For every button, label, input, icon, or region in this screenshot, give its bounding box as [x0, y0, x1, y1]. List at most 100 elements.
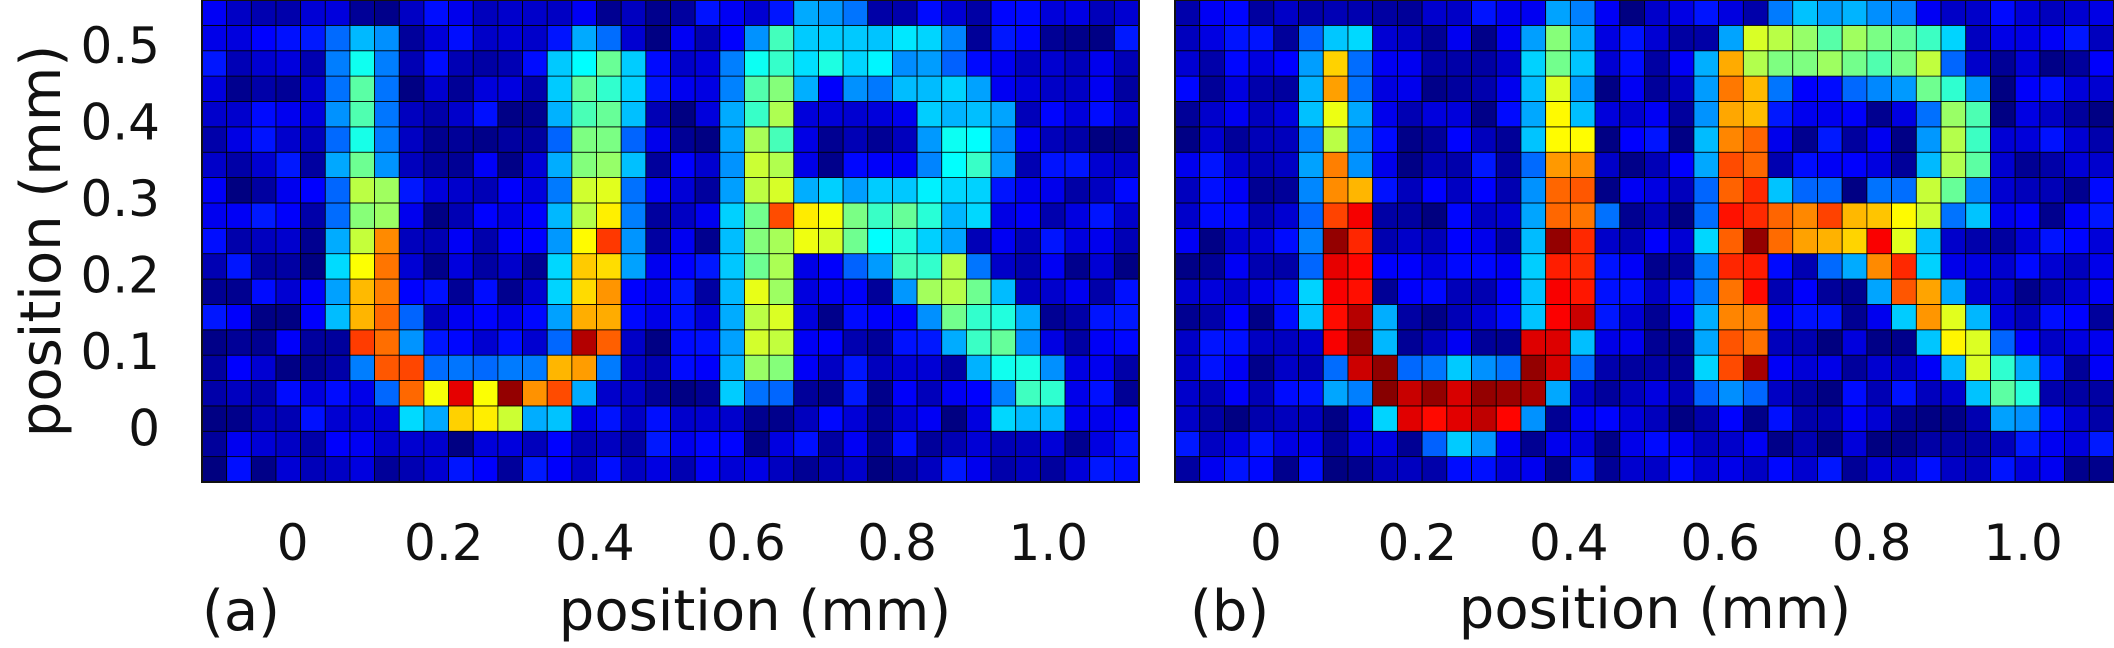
heatmap-cell	[1668, 456, 1695, 483]
heatmap-cell	[1372, 430, 1398, 458]
heatmap-cell	[497, 75, 523, 102]
heatmap-cell	[990, 430, 1017, 458]
heatmap-cell	[1199, 329, 1225, 356]
heatmap-cell	[324, 24, 351, 52]
heatmap-cell	[916, 151, 943, 178]
heatmap-cell	[324, 0, 351, 26]
heatmap-cell	[2014, 126, 2041, 153]
heatmap-cell	[1569, 151, 1596, 178]
heatmap-cell	[1039, 151, 1066, 178]
heatmap-cell	[250, 101, 277, 128]
heatmap-cell	[793, 253, 819, 280]
heatmap-cell	[1866, 278, 1893, 305]
heatmap-cell	[349, 380, 376, 407]
heatmap-cell	[349, 227, 376, 255]
heatmap-cell	[2064, 304, 2090, 331]
heatmap-cell	[768, 227, 795, 255]
heatmap-cell	[300, 227, 326, 255]
heatmap-cell	[2014, 329, 2041, 356]
heatmap-cell	[300, 405, 326, 432]
heatmap-cell	[1940, 50, 1967, 77]
heatmap-cell	[1668, 101, 1695, 128]
heatmap-cell	[1224, 24, 1250, 52]
heatmap-cell	[571, 278, 597, 305]
heatmap-cell	[300, 101, 326, 128]
heatmap-cell	[1495, 354, 1522, 381]
heatmap-cell	[1940, 430, 1967, 458]
heatmap-cell	[1644, 101, 1670, 128]
heatmap-cell	[398, 101, 425, 128]
heatmap-cell	[2014, 253, 2041, 280]
heatmap-cell	[2039, 101, 2065, 128]
heatmap-cell	[818, 177, 844, 204]
heatmap-cell	[1089, 151, 1115, 178]
heatmap-cell	[1322, 430, 1349, 458]
heatmap-cell	[1248, 456, 1275, 483]
heatmap-cell	[522, 253, 548, 280]
heatmap-cell	[1569, 329, 1596, 356]
heatmap-cell	[226, 380, 252, 407]
heatmap-cell	[1940, 0, 1967, 26]
heatmap-cell	[1199, 253, 1225, 280]
heatmap-cell	[1644, 227, 1670, 255]
heatmap-cell	[620, 50, 647, 77]
y-tick-label: 0.5	[80, 17, 160, 75]
heatmap-cell	[1396, 456, 1423, 483]
heatmap-cell	[620, 202, 647, 229]
heatmap-cell	[1273, 24, 1299, 52]
heatmap-cell	[793, 278, 819, 305]
heatmap-cell	[1891, 329, 1917, 356]
heatmap-cell	[1718, 304, 1744, 331]
heatmap-cell	[1298, 75, 1324, 102]
heatmap-cell	[1644, 177, 1670, 204]
heatmap-cell	[571, 126, 597, 153]
heatmap-cell	[1693, 430, 1720, 458]
heatmap-cell	[324, 202, 351, 229]
heatmap-cell	[1767, 329, 1794, 356]
heatmap-cell	[990, 126, 1017, 153]
heatmap-cell	[670, 75, 696, 102]
heatmap-cell	[1841, 177, 1868, 204]
heatmap-cell	[1347, 380, 1374, 407]
heatmap-cell	[1347, 50, 1374, 77]
heatmap-cell	[1569, 75, 1596, 102]
y-tick-labels-a: 0 0.1 0.2 0.3 0.4 0.5	[80, 17, 160, 457]
heatmap-cell	[522, 278, 548, 305]
heatmap-cell	[1089, 0, 1115, 26]
heatmap-cell	[1089, 202, 1115, 229]
heatmap-cell	[1322, 380, 1349, 407]
heatmap-cell	[546, 253, 573, 280]
heatmap-cell	[645, 354, 671, 381]
heatmap-cell	[694, 227, 721, 255]
heatmap-cell	[201, 456, 228, 483]
heatmap-cell	[1866, 202, 1893, 229]
heatmap-cell	[1915, 126, 1942, 153]
heatmap-cell	[1298, 380, 1324, 407]
heatmap-cell	[472, 380, 499, 407]
heatmap-cell	[1174, 227, 1201, 255]
heatmap-cell	[620, 405, 647, 432]
heatmap-cell	[300, 177, 326, 204]
heatmap-cell	[1841, 151, 1868, 178]
heatmap-cell	[768, 126, 795, 153]
heatmap-cell	[1421, 177, 1448, 204]
heatmap-cell	[596, 380, 622, 407]
heatmap-cell	[1940, 101, 1967, 128]
heatmap-cell	[1471, 24, 1497, 52]
heatmap-cell	[620, 329, 647, 356]
heatmap-cell	[1113, 227, 1140, 255]
heatmap-cell	[522, 50, 548, 77]
heatmap-cell	[1396, 202, 1423, 229]
heatmap-cell	[1520, 278, 1547, 305]
heatmap-cell	[645, 24, 671, 52]
heatmap-cell	[448, 24, 474, 52]
heatmap-cell	[1915, 202, 1942, 229]
heatmap-cell	[1322, 50, 1349, 77]
heatmap-cell	[1471, 329, 1497, 356]
heatmap-cell	[275, 354, 302, 381]
heatmap-cell	[546, 278, 573, 305]
heatmap-cell	[1940, 202, 1967, 229]
heatmap-cell	[744, 24, 770, 52]
heatmap-cell	[744, 101, 770, 128]
heatmap-cell	[1421, 75, 1448, 102]
